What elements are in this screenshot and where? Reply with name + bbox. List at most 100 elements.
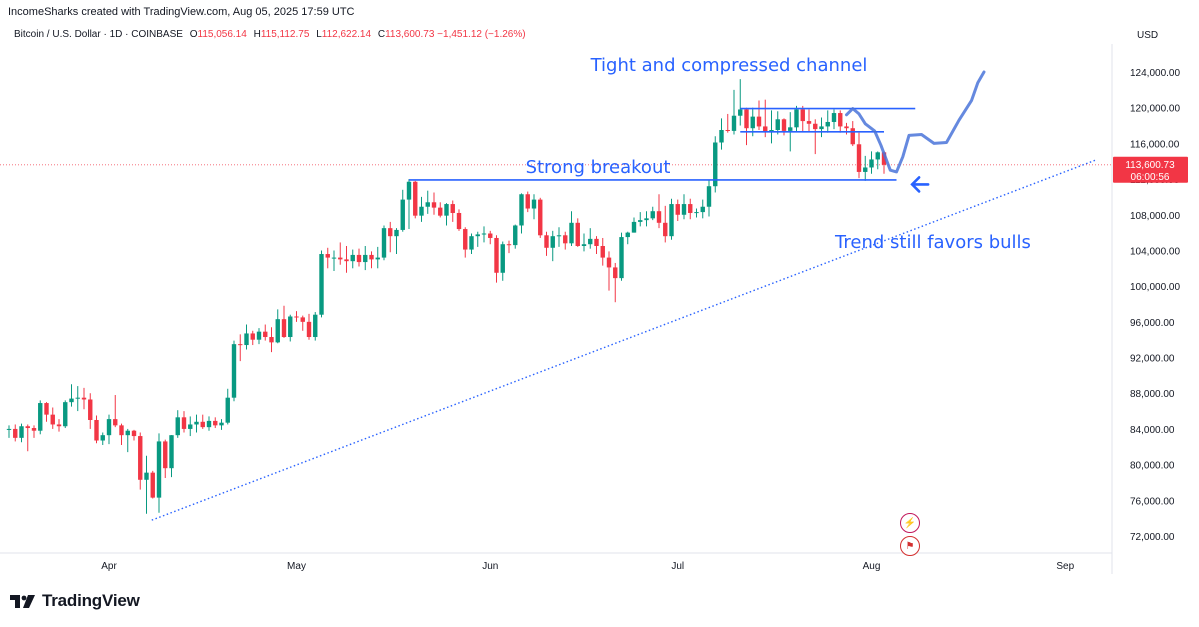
candle-body <box>150 472 155 498</box>
candle-body <box>69 398 74 403</box>
candle-body <box>325 254 330 258</box>
candle-body <box>300 317 305 322</box>
y-tick-label: 72,000.00 <box>1130 532 1175 543</box>
candle-body <box>844 126 849 129</box>
candle-body <box>569 222 574 244</box>
candle-body <box>6 428 12 430</box>
candle-body <box>769 130 774 132</box>
candle-body <box>756 116 762 127</box>
open-label: O <box>189 29 198 40</box>
lightning-icon[interactable]: ⚡ <box>900 513 920 533</box>
y-tick-label: 96,000.00 <box>1130 318 1175 329</box>
chart-credit: IncomeSharks created with TradingView.co… <box>8 6 355 18</box>
candle-body <box>131 430 137 437</box>
candle-body <box>575 222 580 246</box>
us-flag-icon[interactable]: ⚑ <box>900 536 920 556</box>
candle-body <box>719 130 724 143</box>
candle-body <box>263 331 268 338</box>
close-label: C <box>377 29 386 40</box>
candle-body <box>438 207 443 216</box>
low-value: 112,622.14 <box>321 29 372 40</box>
candle-body <box>725 130 730 131</box>
close-value: 113,600.73 <box>385 29 435 40</box>
y-tick-label: 92,000.00 <box>1130 354 1175 365</box>
candle-body <box>781 119 787 131</box>
candle-body <box>44 403 49 415</box>
annotation-label: Strong breakout <box>526 157 671 178</box>
candle-body <box>513 225 518 246</box>
candle-body <box>788 127 793 131</box>
candle-body <box>813 123 818 130</box>
candle-body <box>463 229 468 250</box>
candle-body <box>388 228 393 237</box>
candle-body <box>306 321 312 338</box>
candle-body <box>825 121 830 127</box>
candle-body <box>113 419 118 426</box>
candle-body <box>100 435 105 441</box>
candle-body <box>56 424 62 427</box>
candle-body <box>450 204 455 213</box>
candle-body <box>700 206 705 213</box>
candle-body <box>869 159 874 168</box>
candle-body <box>800 109 805 122</box>
trend-line <box>151 159 1097 521</box>
candle-body <box>644 218 649 221</box>
candle-body <box>838 113 843 127</box>
candle-body <box>294 316 299 318</box>
candle-body <box>519 194 524 226</box>
y-tick-label: 104,000.00 <box>1130 246 1180 257</box>
candle-body <box>275 319 280 343</box>
candle-body <box>238 344 243 346</box>
candle-body <box>81 397 87 400</box>
candle-body <box>556 235 562 237</box>
tradingview-logo-icon <box>10 595 35 608</box>
x-tick-label: Aug <box>863 561 881 572</box>
candle-body <box>663 222 668 237</box>
candle-body <box>250 333 255 340</box>
symbol-name[interactable]: Bitcoin / U.S. Dollar · 1D · COINBASE <box>14 29 183 40</box>
open-value: 115,056.14 <box>197 29 247 40</box>
candle-body <box>500 244 505 273</box>
y-tick-label: 100,000.00 <box>1130 282 1180 293</box>
currency-label[interactable]: USD <box>1137 30 1159 41</box>
high-label: H <box>253 29 261 40</box>
y-tick-label: 108,000.00 <box>1130 211 1180 222</box>
candle-body <box>25 426 30 429</box>
candle-body <box>181 417 187 429</box>
candle-body <box>669 204 674 237</box>
candle-body <box>19 426 24 438</box>
candle-body <box>594 238 599 246</box>
tradingview-brand-text: TradingView <box>42 591 140 610</box>
candle-body <box>431 202 437 208</box>
arrow-icon <box>910 176 930 193</box>
event-badges: ⚡ ⚑ <box>900 513 920 559</box>
candle-body <box>881 152 887 165</box>
candle-body <box>231 344 237 398</box>
projection-path <box>845 70 986 174</box>
candle-body <box>819 126 824 130</box>
annotation-label: Tight and compressed channel <box>590 55 868 76</box>
candle-body <box>156 441 162 498</box>
tradingview-branding: TradingView <box>10 591 140 611</box>
high-value: 115,112.75 <box>260 29 310 40</box>
candle-body <box>125 430 130 436</box>
candle-body <box>375 257 380 260</box>
candle-body <box>225 397 230 423</box>
candle-body <box>256 331 262 340</box>
candle-body <box>425 202 430 207</box>
candle-body <box>475 234 480 237</box>
candle-body <box>456 212 462 230</box>
candle-body <box>188 424 193 429</box>
candle-body <box>488 233 493 238</box>
candle-body <box>144 472 149 480</box>
candle-body <box>588 238 593 245</box>
low-label: L <box>316 29 322 40</box>
y-tick-label: 84,000.00 <box>1130 425 1175 436</box>
candle-body <box>538 199 543 236</box>
candle-body <box>744 109 749 129</box>
candle-body <box>400 199 405 230</box>
candle-body <box>94 420 99 441</box>
candle-body <box>619 237 624 279</box>
x-tick-label: Jul <box>671 561 684 572</box>
